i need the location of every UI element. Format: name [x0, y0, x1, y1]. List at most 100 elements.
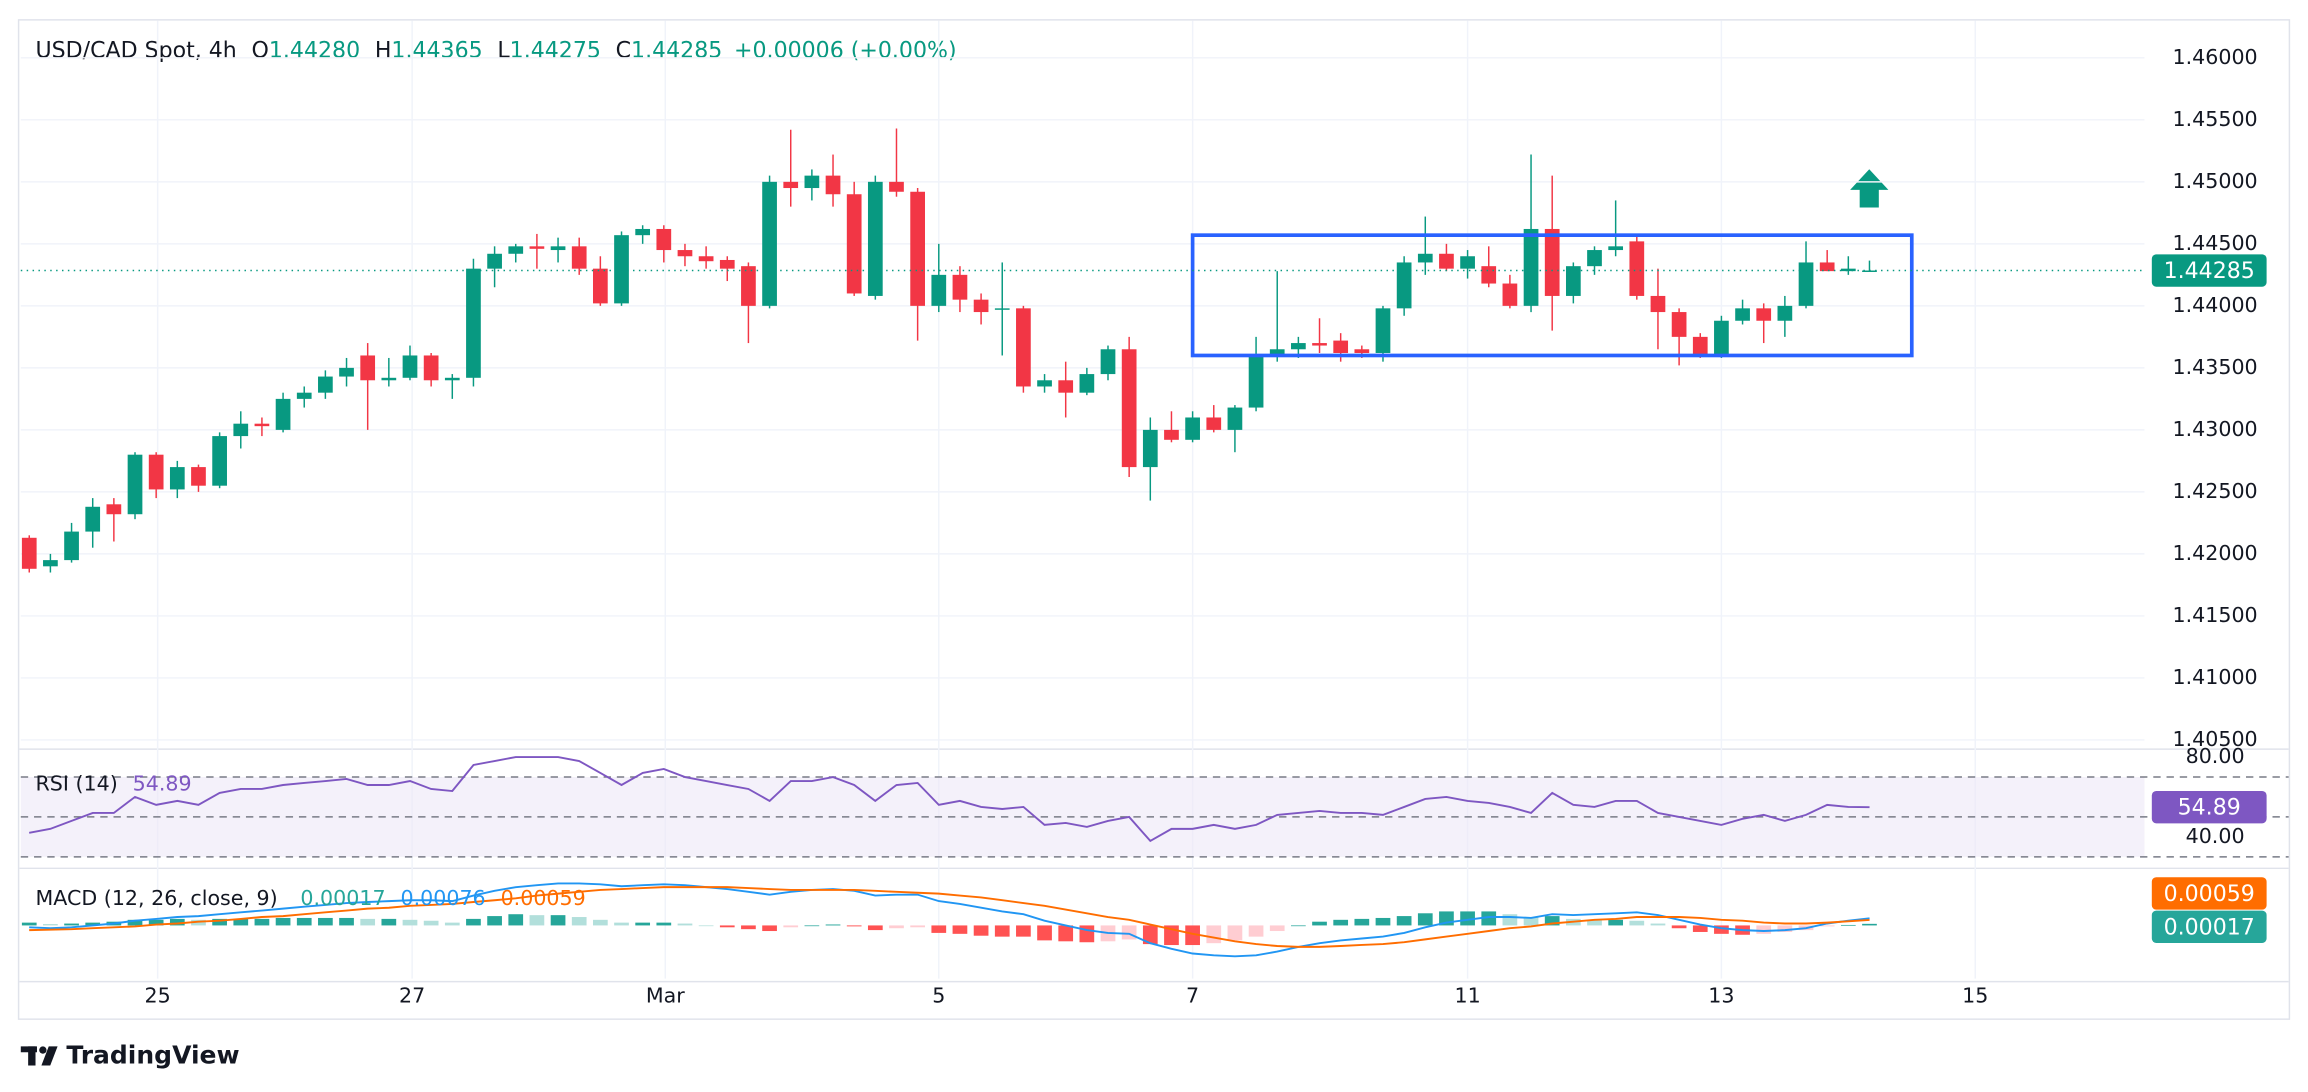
candle-body — [1692, 336, 1708, 356]
candle-body — [677, 250, 693, 257]
candle-body — [275, 398, 291, 430]
arrow-shaft — [1859, 188, 1879, 208]
candle-body — [43, 560, 58, 567]
candle-body — [1819, 262, 1835, 272]
macd-histogram-bar — [994, 925, 1010, 937]
candle-body — [1671, 312, 1687, 337]
macd-histogram-bar — [1819, 925, 1835, 927]
open-label: O — [252, 39, 269, 64]
y-tick-label: 1.45500 — [2173, 107, 2258, 131]
candle-body — [1565, 266, 1581, 296]
macd-histogram-bar — [466, 918, 481, 926]
candle-body — [656, 228, 672, 251]
up-arrow — [1850, 169, 1889, 208]
candle-body — [1375, 308, 1391, 353]
histogram-value-label: 0.00017 — [2164, 915, 2255, 940]
macd-histogram-bar — [867, 925, 883, 931]
y-tick-label: 1.41500 — [2173, 603, 2258, 627]
candle-body — [994, 308, 1010, 310]
macd-histogram-bar — [1714, 925, 1729, 934]
macd-histogram-bar — [1460, 911, 1475, 926]
macd-histogram-bar — [1227, 925, 1243, 941]
macd-histogram-bar — [889, 925, 904, 929]
candle-body — [529, 246, 545, 249]
candle-body — [360, 355, 376, 381]
rsi-line — [29, 756, 1870, 843]
macd-histogram-bar — [1079, 925, 1095, 943]
macd-histogram-bar — [1058, 925, 1074, 942]
candle-body — [1650, 295, 1666, 313]
candle-body — [1417, 253, 1433, 263]
macd-histogram-bar — [1502, 914, 1518, 926]
candle-body — [973, 299, 989, 313]
macd-histogram-bar — [1121, 925, 1137, 940]
candle-body — [1312, 343, 1327, 346]
candle-body — [931, 274, 947, 306]
arrow-head — [1850, 169, 1889, 190]
candle-body — [550, 246, 566, 251]
low-label: L — [497, 39, 510, 64]
y-tick-label: 1.41000 — [2173, 665, 2258, 689]
histogram-value-label-bg — [2151, 910, 2267, 943]
macd-histogram-bar — [1840, 924, 1856, 926]
close-value: 1.44285 — [631, 39, 722, 64]
x-tick-label: 13 — [1708, 983, 1734, 1007]
candle-body — [1058, 380, 1074, 393]
candle-body — [64, 531, 79, 561]
macd-histogram-bar — [931, 925, 947, 933]
legend-header: USD/CAD Spot, 4h O1.44280 H1.44365 L1.44275… — [36, 39, 957, 64]
candle-body — [466, 268, 481, 378]
macd-histogram-bar — [1481, 911, 1497, 926]
macd-histogram-bar — [1671, 925, 1687, 929]
macd-histogram-bar — [1354, 918, 1370, 926]
candle-body — [910, 191, 925, 306]
candle-body — [444, 377, 460, 381]
candle-body — [423, 355, 439, 381]
macd-histogram-bar — [1037, 925, 1052, 941]
macd-histogram-bar — [169, 918, 185, 926]
candle-body — [1079, 374, 1095, 393]
macd-histogram-bar — [1523, 917, 1539, 926]
candle-body — [1523, 228, 1539, 306]
candle-body — [614, 235, 629, 304]
macd-histogram-bar — [1312, 921, 1327, 926]
candle-body — [1587, 250, 1602, 267]
candle-body — [1206, 417, 1222, 430]
macd-histogram-bar — [127, 919, 143, 926]
candle-body — [1333, 340, 1349, 353]
candle-body — [1227, 407, 1243, 430]
signal-value-label-bg — [2151, 877, 2267, 910]
macd-histogram-bar — [1544, 916, 1560, 926]
macd-histogram-bar — [1269, 925, 1285, 932]
brand-logo — [20, 1046, 58, 1066]
macd-line — [29, 882, 1870, 958]
open-value: 1.44280 — [269, 39, 360, 64]
candle-body — [381, 377, 397, 381]
y-tick-label: 1.43000 — [2173, 417, 2258, 441]
macd-histogram-bar — [614, 922, 629, 926]
candle-body — [846, 194, 862, 294]
macd-histogram-bar — [741, 925, 756, 930]
macd-histogram-bar — [43, 924, 58, 926]
macd-histogram-bar — [571, 917, 587, 926]
macd-histogram-bar — [339, 917, 354, 926]
x-tick-label: Mar — [646, 983, 685, 1007]
macd-histogram-bar — [550, 915, 566, 926]
macd-histogram-bar — [677, 923, 693, 926]
last-price-label: 1.44285 — [2164, 259, 2255, 284]
candle-body — [952, 274, 968, 300]
rsi-value-label-bg — [2151, 790, 2267, 824]
y-tick-label: 1.42000 — [2173, 541, 2258, 565]
x-tick-label: 27 — [399, 983, 425, 1007]
macd-histogram-bar — [1142, 925, 1158, 945]
candle-body — [1481, 266, 1497, 284]
candle-body — [635, 228, 651, 236]
candle-body — [487, 253, 502, 269]
candle-body — [889, 181, 904, 192]
macd-histogram-bar — [1417, 913, 1433, 926]
macd-histogram-bar — [1777, 925, 1793, 932]
candle-body — [571, 246, 587, 269]
macd-histogram-bar — [762, 925, 777, 932]
rsi-value-label: 54.89 — [2178, 796, 2241, 821]
